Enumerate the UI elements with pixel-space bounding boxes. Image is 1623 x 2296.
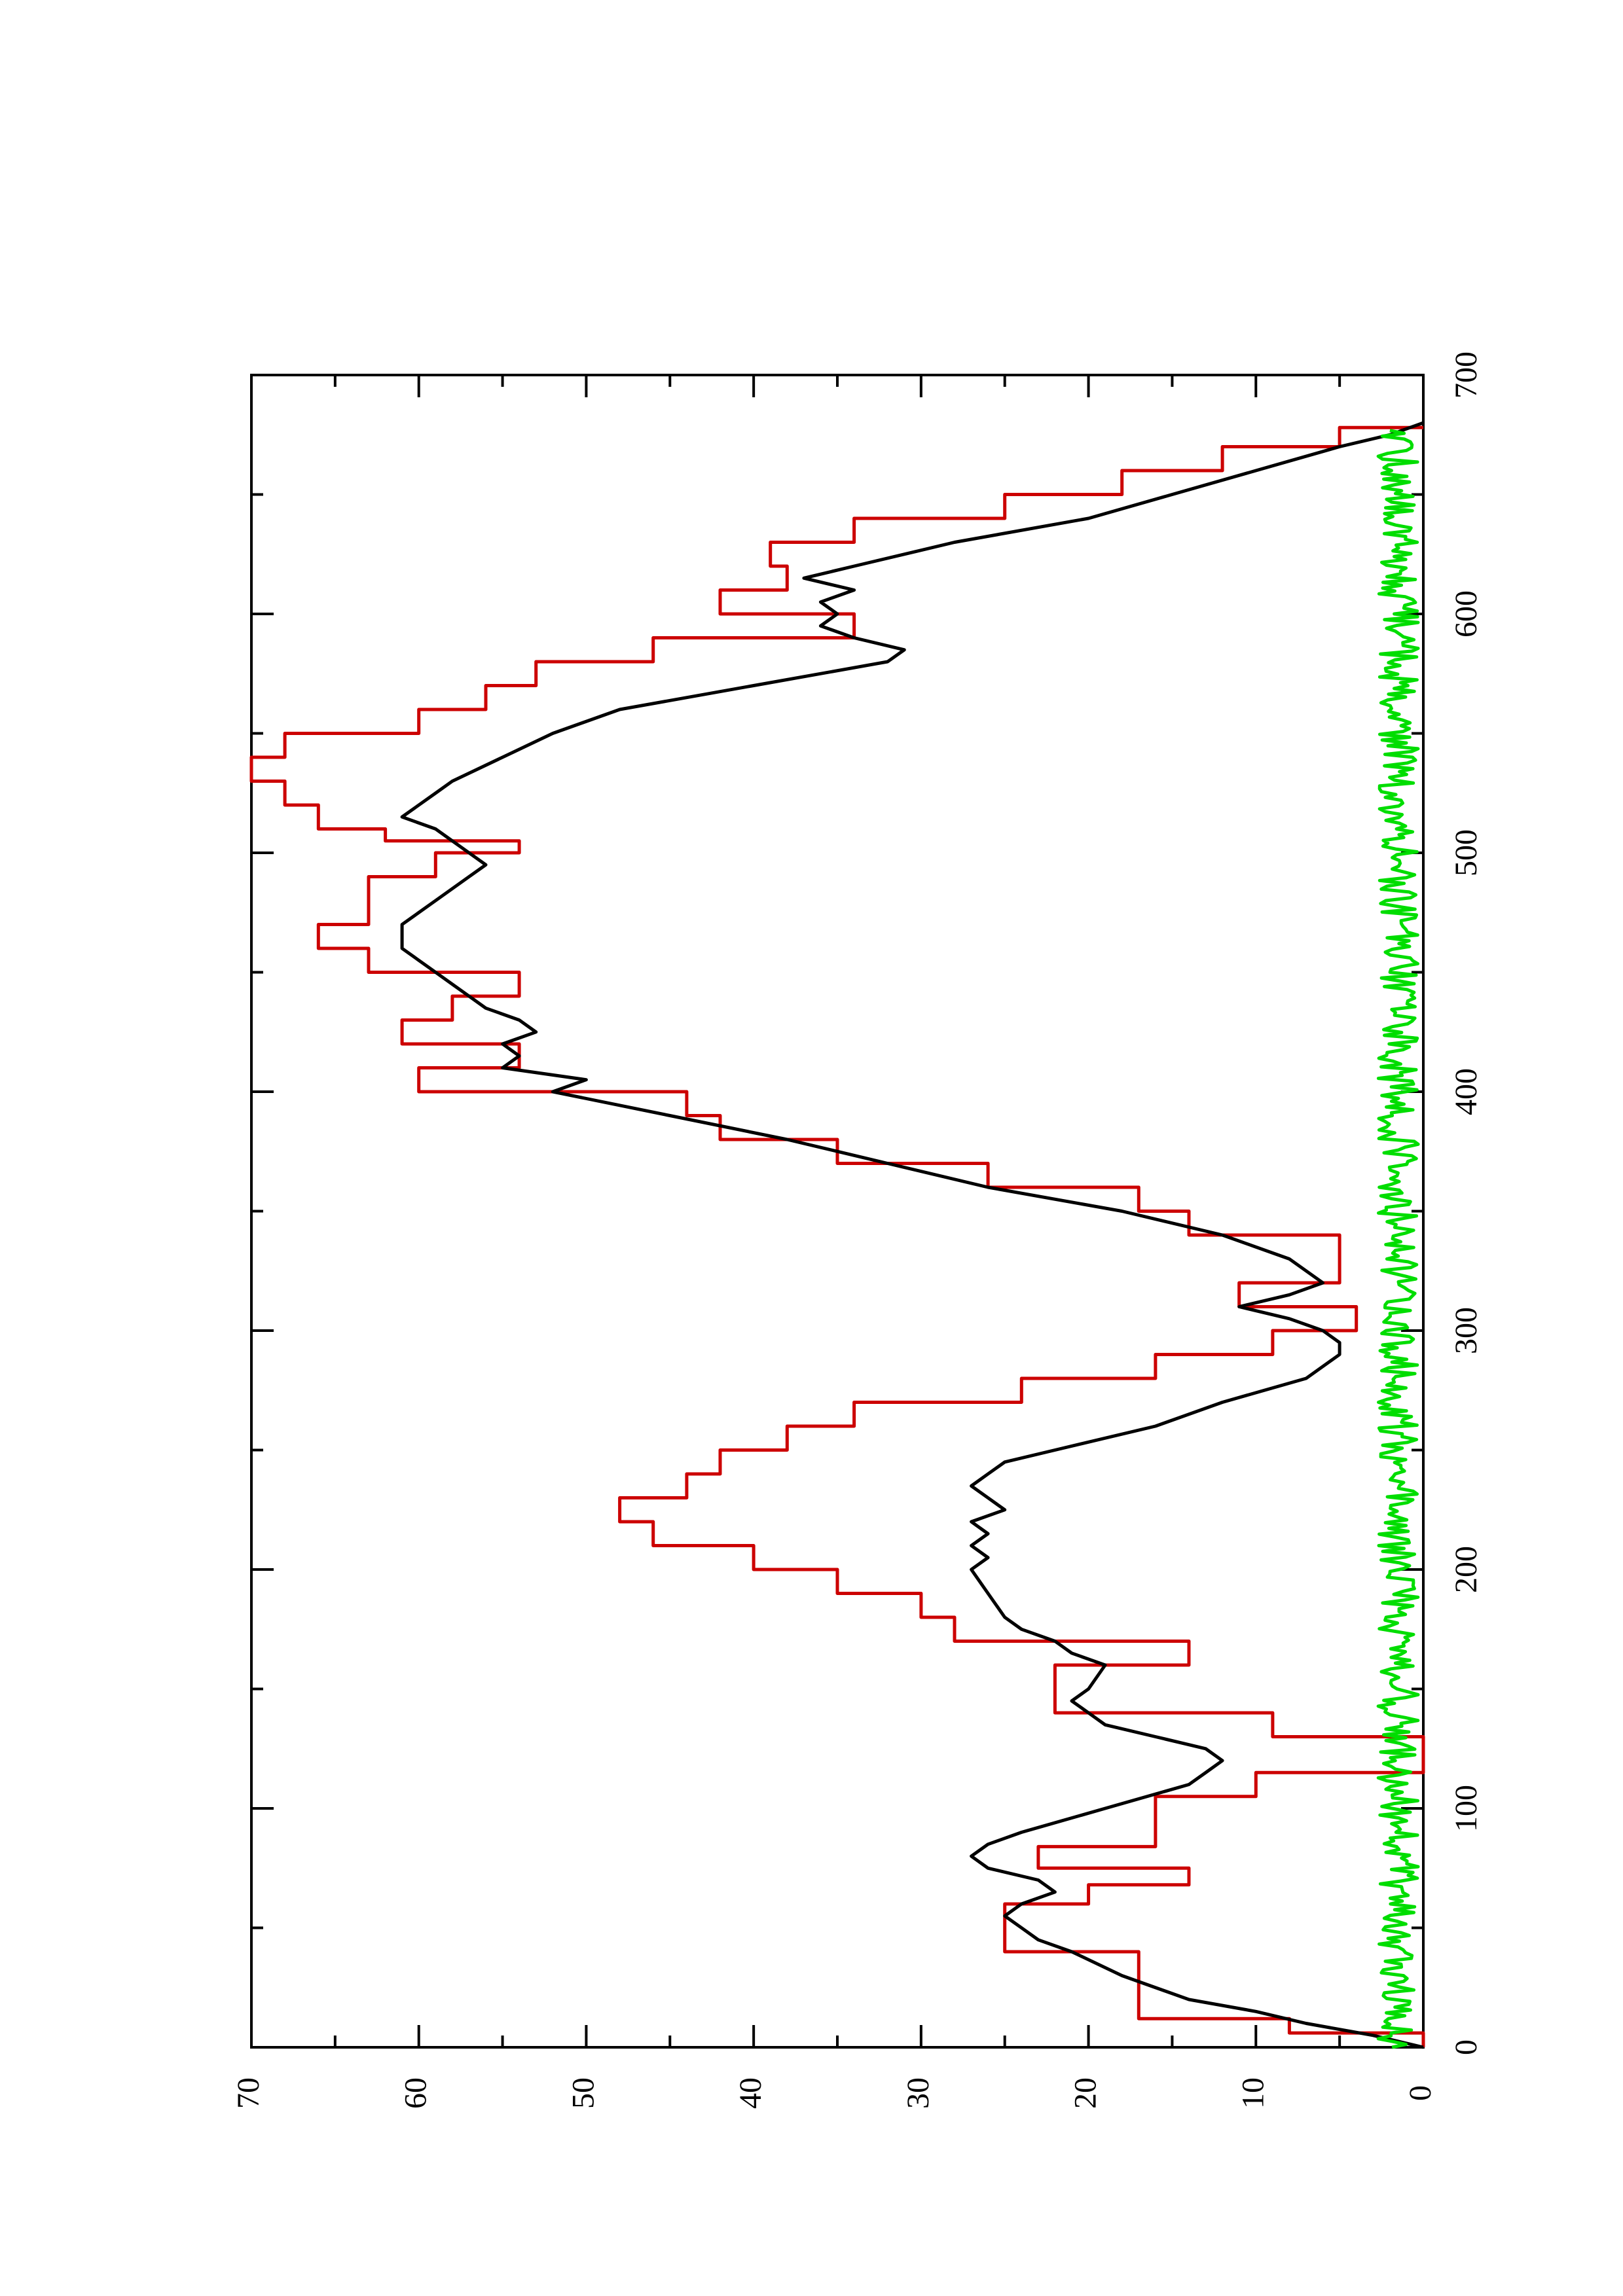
- y-tick-label: 70: [231, 2077, 266, 2109]
- x-tick-label: 400: [1449, 1068, 1484, 1115]
- series-layer: [249, 421, 1425, 2049]
- y-tick-label: 60: [399, 2077, 433, 2109]
- x-tick-label: 0: [1449, 2039, 1484, 2055]
- series-line-3: [1376, 429, 1420, 2049]
- y-tick-label: 30: [901, 2077, 936, 2109]
- x-tick-label: 500: [1449, 829, 1484, 876]
- y-tick-label: 10: [1235, 2077, 1270, 2109]
- x-tick-label: 600: [1449, 590, 1484, 637]
- y-tick-label: 50: [566, 2077, 600, 2109]
- x-tick-label: 200: [1449, 1546, 1484, 1593]
- x-tick-label: 300: [1449, 1307, 1484, 1354]
- y-tick-label: 0: [1403, 2085, 1438, 2101]
- y-tick-label: 40: [733, 2077, 768, 2109]
- series-line-1: [249, 425, 1425, 2047]
- axis-tick-labels: 0 100 200 300 400 500 600 700 0 10 20 30 40 50 60 70: [231, 351, 1484, 2109]
- x-tick-label: 700: [1449, 351, 1484, 399]
- y-tick-label: 20: [1068, 2077, 1103, 2109]
- series-line-2: [400, 421, 1424, 2049]
- axis-ticks: [250, 374, 1425, 2049]
- x-tick-label: 100: [1449, 1785, 1484, 1832]
